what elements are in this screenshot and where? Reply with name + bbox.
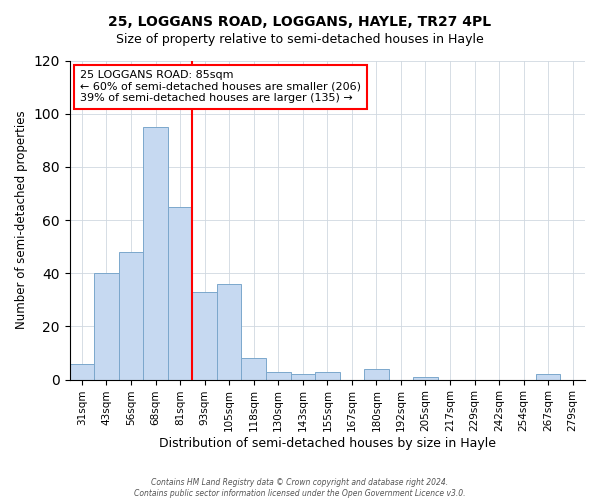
Bar <box>536 374 560 380</box>
Bar <box>119 252 143 380</box>
Bar <box>266 372 290 380</box>
Bar <box>217 284 241 380</box>
Bar <box>290 374 315 380</box>
Bar <box>70 364 94 380</box>
Bar <box>315 372 340 380</box>
Bar <box>364 369 389 380</box>
Bar <box>143 127 168 380</box>
Bar <box>241 358 266 380</box>
Text: 25, LOGGANS ROAD, LOGGANS, HAYLE, TR27 4PL: 25, LOGGANS ROAD, LOGGANS, HAYLE, TR27 4… <box>109 15 491 29</box>
Bar <box>168 207 193 380</box>
Text: Size of property relative to semi-detached houses in Hayle: Size of property relative to semi-detach… <box>116 32 484 46</box>
Bar <box>193 292 217 380</box>
Text: Contains HM Land Registry data © Crown copyright and database right 2024.
Contai: Contains HM Land Registry data © Crown c… <box>134 478 466 498</box>
Bar <box>94 273 119 380</box>
Y-axis label: Number of semi-detached properties: Number of semi-detached properties <box>15 110 28 330</box>
Bar <box>413 377 438 380</box>
X-axis label: Distribution of semi-detached houses by size in Hayle: Distribution of semi-detached houses by … <box>159 437 496 450</box>
Text: 25 LOGGANS ROAD: 85sqm
← 60% of semi-detached houses are smaller (206)
39% of se: 25 LOGGANS ROAD: 85sqm ← 60% of semi-det… <box>80 70 361 103</box>
